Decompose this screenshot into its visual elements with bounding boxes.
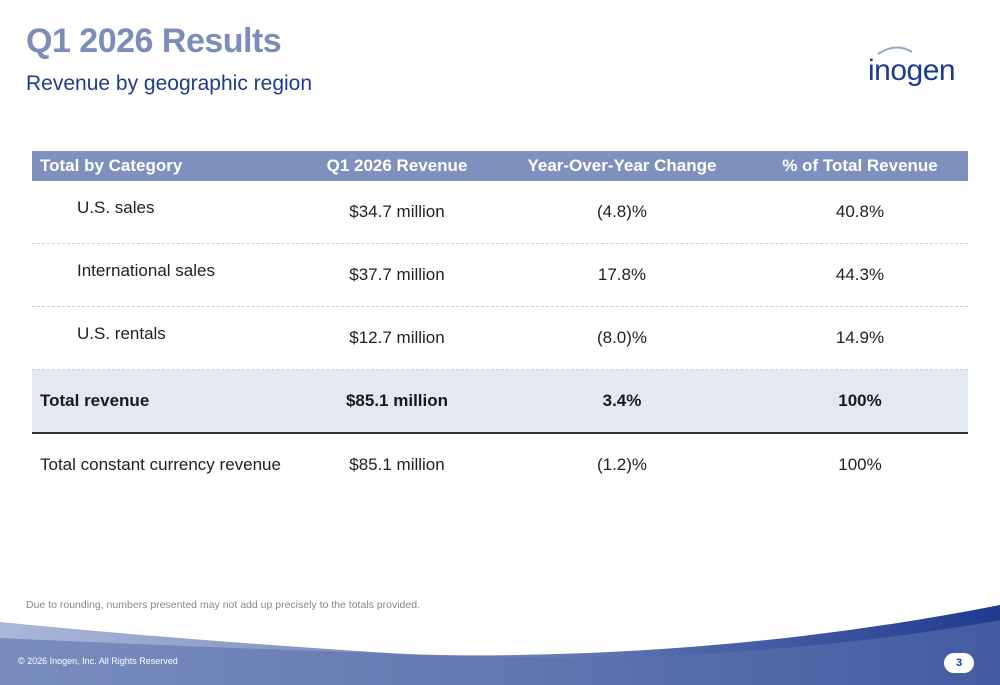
total-revenue: $85.1 million [345, 391, 449, 410]
constant-revenue: $85.1 million [349, 455, 445, 474]
row-yoy: (4.8)% [596, 202, 648, 221]
header-pct: % of Total Revenue [782, 156, 938, 175]
row-category: U.S. rentals [77, 324, 166, 343]
table-header: Total by Category Q1 2026 Revenue Year-O… [32, 151, 968, 181]
row-category: U.S. sales [77, 198, 155, 217]
footer-wave [0, 605, 1000, 685]
row-category: International sales [77, 261, 215, 280]
logo-swoosh-icon [877, 46, 913, 55]
row-revenue: $34.7 million [349, 202, 445, 221]
table-row: U.S. sales $34.7 million (4.8)% 40.8% [32, 181, 968, 244]
logo-text: inogen [868, 54, 956, 87]
revenue-table: Total by Category Q1 2026 Revenue Year-O… [32, 151, 968, 496]
slide-title: Q1 2026 Results [26, 22, 282, 60]
header-category: Total by Category [40, 156, 183, 175]
table-row: U.S. rentals $12.7 million (8.0)% 14.9% [32, 307, 968, 370]
row-yoy: (8.0)% [596, 328, 648, 347]
constant-currency-row: Total constant currency revenue $85.1 mi… [32, 434, 968, 496]
header-revenue: Q1 2026 Revenue [326, 156, 468, 175]
row-revenue: $37.7 million [349, 265, 445, 284]
constant-category: Total constant currency revenue [40, 455, 281, 474]
slide-subtitle: Revenue by geographic region [26, 72, 313, 95]
copyright-text: © 2026 Inogen, Inc. All Rights Reserved [18, 656, 178, 666]
row-pct: 40.8% [835, 202, 885, 221]
table-row: International sales $37.7 million 17.8% … [32, 244, 968, 307]
constant-pct: 100% [838, 455, 882, 474]
total-pct: 100% [838, 391, 882, 410]
row-revenue: $12.7 million [349, 328, 445, 347]
row-yoy: 17.8% [597, 265, 647, 284]
row-pct: 14.9% [835, 328, 885, 347]
total-row: Total revenue $85.1 million 3.4% 100% [32, 370, 968, 434]
page-number: 3 [944, 653, 974, 673]
rounding-footnote: Due to rounding, numbers presented may n… [26, 599, 420, 611]
total-yoy: 3.4% [602, 391, 642, 410]
row-pct: 44.3% [835, 265, 885, 284]
total-category: Total revenue [40, 391, 150, 410]
constant-yoy: (1.2)% [596, 455, 648, 474]
inogen-logo: inogen [868, 40, 978, 90]
header-yoy: Year-Over-Year Change [527, 156, 717, 175]
